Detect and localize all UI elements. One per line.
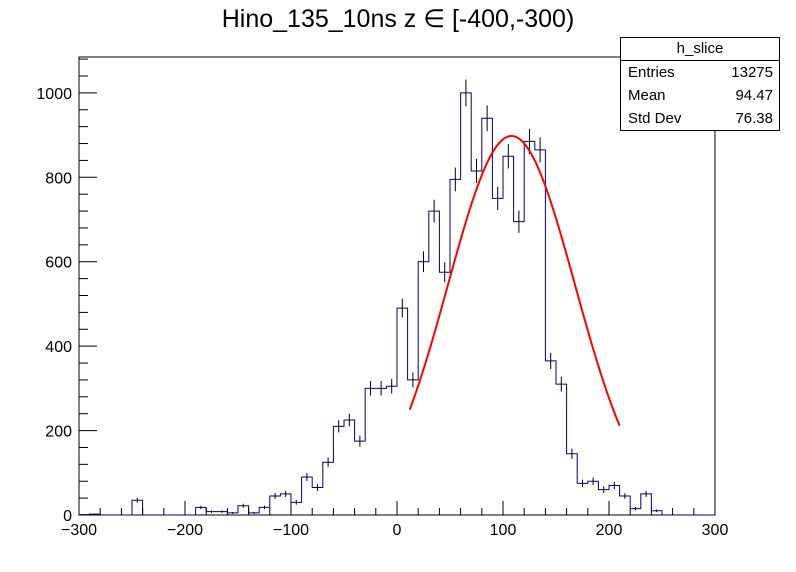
y-tick-label: 600 [45, 255, 72, 272]
stats-label: Entries [628, 64, 675, 81]
y-tick-label: 1000 [36, 86, 72, 103]
gaussian-fit-curve [408, 134, 621, 427]
x-tick-label: −300 [61, 522, 97, 539]
x-tick-label: 300 [702, 522, 729, 539]
stats-row-stddev: Std Dev 76.38 [621, 107, 779, 130]
y-tick-label: 200 [45, 424, 72, 441]
x-tick-label: 0 [393, 522, 402, 539]
stats-value: 13275 [731, 64, 773, 81]
stats-label: Mean [628, 87, 666, 104]
x-tick-label: 100 [490, 522, 517, 539]
stats-box: h_slice Entries 13275 Mean 94.47 Std Dev… [620, 37, 780, 131]
x-tick-label: −100 [273, 522, 309, 539]
histogram-outline [79, 92, 715, 516]
x-tick-label: 200 [596, 522, 623, 539]
chart-title: Hino_135_10ns z ∈ [-400,-300) [221, 5, 575, 33]
stats-label: Std Dev [628, 110, 682, 127]
stats-row-entries: Entries 13275 [621, 61, 779, 84]
x-tick-label: −200 [167, 522, 203, 539]
stats-box-title: h_slice [621, 38, 779, 61]
y-tick-label: 800 [45, 170, 72, 187]
y-tick-label: 0 [63, 508, 72, 525]
y-tick-label: 400 [45, 339, 72, 356]
stats-row-mean: Mean 94.47 [621, 84, 779, 107]
stats-value: 94.47 [735, 87, 773, 104]
stats-value: 76.38 [735, 110, 773, 127]
